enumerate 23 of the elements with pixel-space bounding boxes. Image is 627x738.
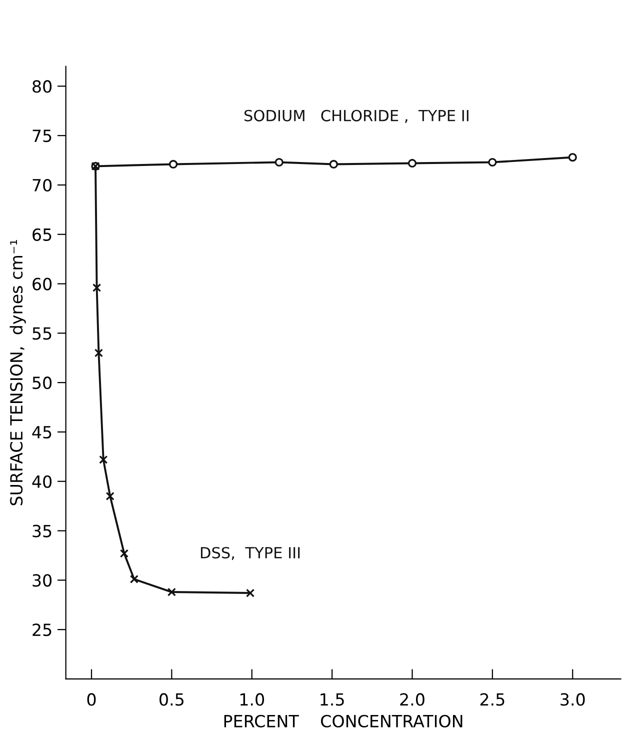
x-axis-title: PERCENT CONCENTRATION — [224, 714, 462, 728]
y-tick-label: 55 — [32, 327, 52, 340]
y-axis-title: SURFACE TENSION, dynes cm⁻¹ — [10, 240, 26, 506]
y-tick-label: 60 — [32, 278, 52, 290]
y-tick-label: 25 — [32, 624, 52, 636]
y-tick-label: 70 — [32, 178, 52, 192]
x-tick-label: 0 — [87, 693, 96, 706]
y-tick-label: 50 — [32, 376, 52, 390]
y-tick-label: 80 — [32, 80, 52, 93]
x-tick-label: 2.0 — [400, 693, 424, 706]
text: DSS, TYPE III — [200, 546, 300, 560]
x-tick-label: 1.5 — [320, 693, 344, 706]
y-tick-label: 40 — [32, 475, 52, 488]
text: SODIUM CHLORIDE , TYPE II — [244, 110, 468, 123]
y-tick-label: 45 — [32, 426, 52, 439]
x-tick-label: 2.5 — [480, 693, 504, 706]
x-tick-label: 1.0 — [240, 693, 264, 706]
y-tick-label: 75 — [32, 130, 52, 142]
x-tick-label: 0.5 — [160, 693, 184, 706]
y-tick-label: 35 — [32, 524, 52, 538]
x-tick-label: 3.0 — [560, 693, 585, 706]
y-tick-label: 30 — [32, 574, 52, 587]
y-tick-label: 65 — [32, 228, 52, 241]
